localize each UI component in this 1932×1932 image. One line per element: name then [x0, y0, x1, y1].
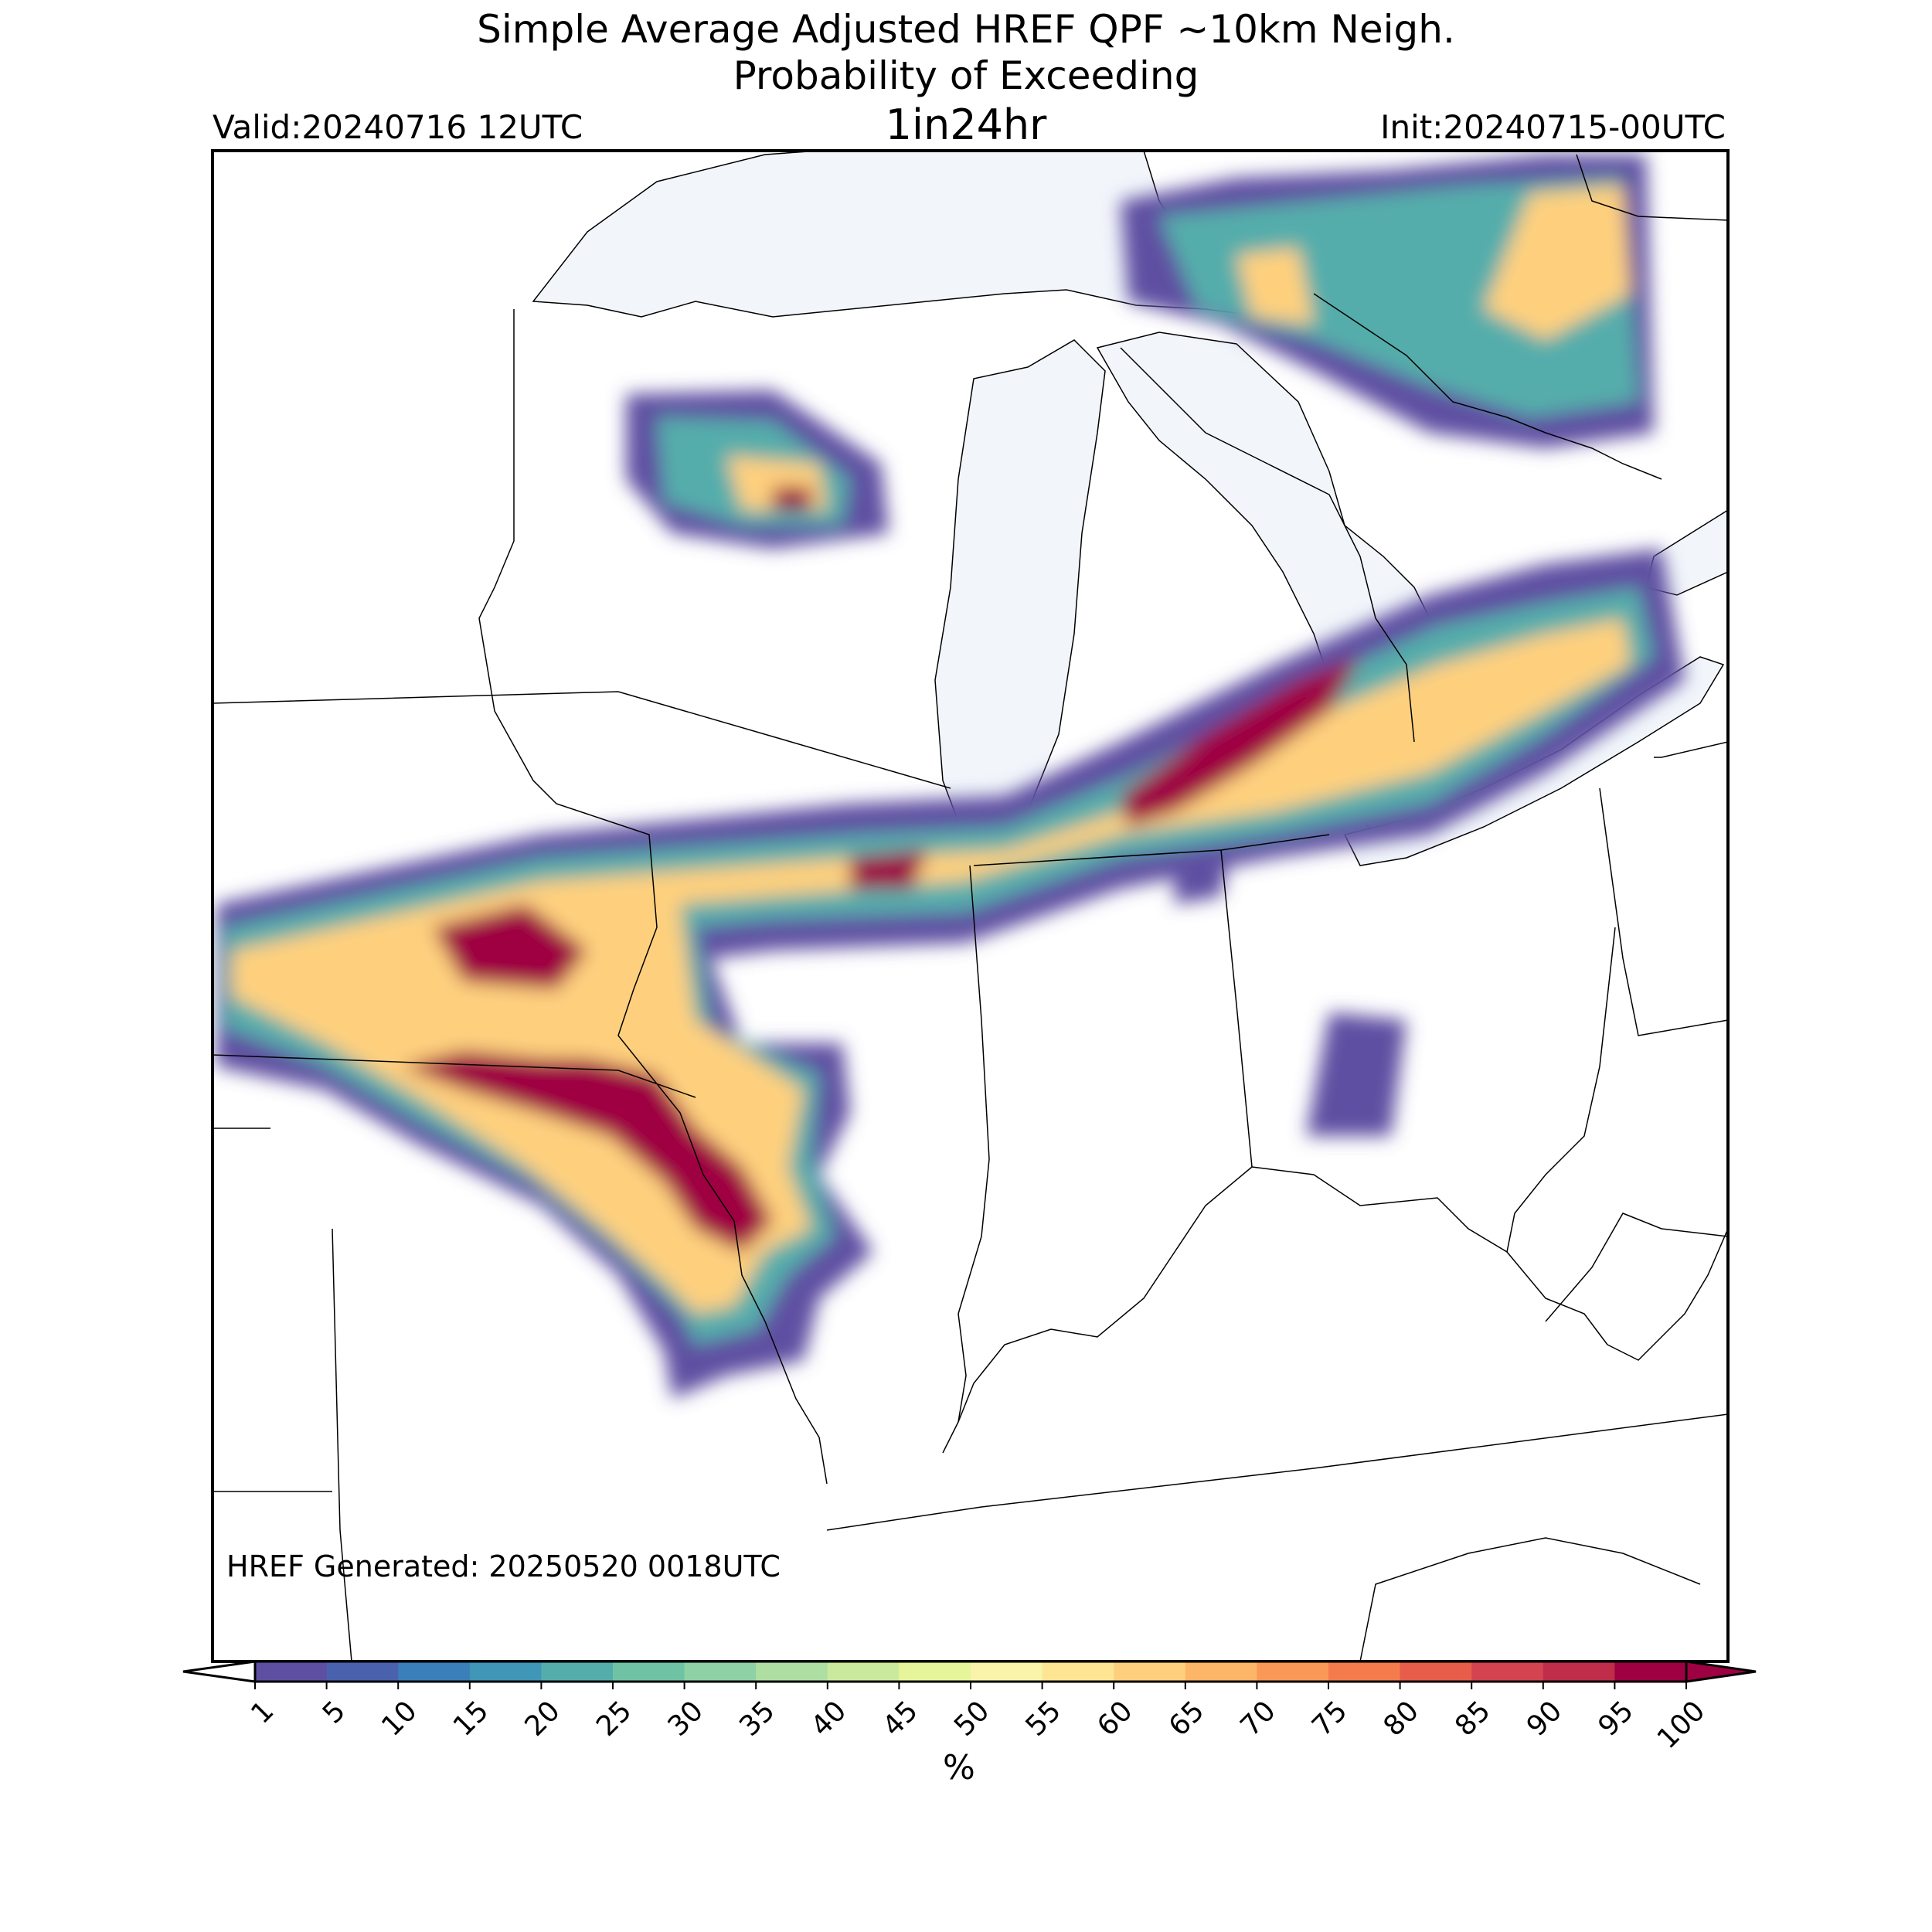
colorbar-tick-label: 65: [1163, 1695, 1210, 1742]
colorbar-tick-label: 85: [1449, 1695, 1496, 1742]
colorbar-swatch: [1042, 1662, 1114, 1682]
colorbar-swatch: [971, 1662, 1043, 1682]
colorbar-tick-label: 1: [245, 1695, 280, 1730]
contour-high: [232, 185, 1631, 1314]
colorbar-swatch: [1185, 1662, 1257, 1682]
colorbar-tick-label: 35: [733, 1695, 781, 1742]
colorbar-swatch: [541, 1662, 614, 1682]
colorbar-swatch: [398, 1662, 471, 1682]
colorbar-tick-label: 30: [662, 1695, 709, 1742]
colorbar-tick-label: 55: [1020, 1695, 1067, 1742]
colorbar-swatch: [684, 1662, 757, 1682]
colorbar-tick-label: 95: [1592, 1695, 1639, 1742]
colorbar-tick-label: 45: [876, 1695, 923, 1742]
colorbar-tick-label: 60: [1091, 1695, 1138, 1742]
colorbar-extend-low: [182, 1660, 257, 1683]
colorbar-ticks: 1 5 10 15 20 25 30 35 40 45 50 55 60 65 70 75 80 85 90 95 10…: [245, 1682, 1711, 1755]
colorbar-tick-label: 100: [1651, 1695, 1712, 1755]
colorbar-swatch: [756, 1662, 828, 1682]
colorbar-extend-high: [1685, 1660, 1757, 1683]
generated-timestamp: HREF Generated: 20250520 0018UTC: [226, 1549, 781, 1583]
colorbar-swatch: [827, 1662, 900, 1682]
colorbar-swatch: [1543, 1662, 1615, 1682]
title-threshold: 1in24hr: [885, 100, 1047, 149]
contour-peak: [402, 487, 1360, 1252]
probability-field: [216, 155, 1685, 1399]
colorbar-tick-label: 40: [805, 1695, 852, 1742]
colorbar-unit: %: [943, 1748, 975, 1787]
colorbar-swatch: [1114, 1662, 1186, 1682]
colorbar-tick-label: 20: [519, 1695, 566, 1742]
colorbar-swatch: [613, 1662, 685, 1682]
colorbar-swatch: [1257, 1662, 1329, 1682]
colorbar-swatch: [1614, 1662, 1687, 1682]
colorbar-swatch: [1471, 1662, 1544, 1682]
colorbar-swatch: [326, 1662, 399, 1682]
political-borders: [213, 154, 1728, 1662]
colorbar-swatch: [1328, 1662, 1401, 1682]
colorbar-swatch: [469, 1662, 542, 1682]
colorbar-tick-label: 15: [447, 1695, 495, 1742]
colorbar-tick-label: 50: [948, 1695, 995, 1742]
title-line-1: Simple Average Adjusted HREF QPF ~10km N…: [477, 7, 1455, 52]
init-time-label: Init:20240715-00UTC: [1380, 108, 1726, 146]
valid-time-label: Valid:20240716 12UTC: [213, 108, 583, 146]
colorbar-tick-label: 25: [590, 1695, 638, 1742]
title-line-2: Probability of Exceeding: [733, 53, 1199, 98]
colorbar-swatch: [255, 1662, 328, 1682]
colorbar-tick-label: 75: [1306, 1695, 1353, 1742]
colorbar-tick-label: 10: [376, 1695, 423, 1742]
colorbar-tick-label: 70: [1234, 1695, 1281, 1742]
colorbar-tick-label: 80: [1378, 1695, 1425, 1742]
colorbar-tick-label: 90: [1521, 1695, 1568, 1742]
colorbar-tick-label: 5: [317, 1695, 352, 1730]
colorbar-swatch: [899, 1662, 971, 1682]
colorbar-swatches: [253, 1660, 1688, 1683]
lake-michigan: [934, 339, 1106, 851]
colorbar-swatch: [1400, 1662, 1472, 1682]
